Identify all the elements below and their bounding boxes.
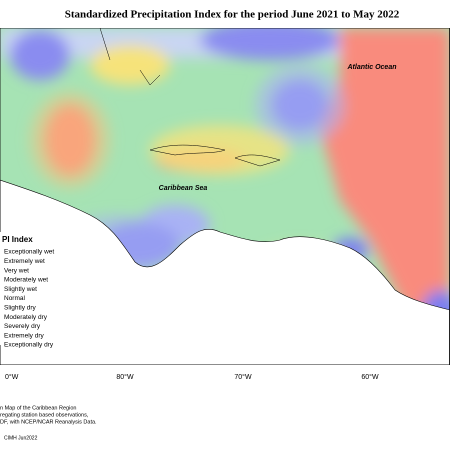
legend-item: Very wet [4, 267, 29, 274]
title: Standardized Precipitation Index for the… [65, 9, 400, 21]
legend-items: Exceptionally wet Extremely wet Very wet Mo… [4, 249, 54, 349]
longitude-label: 0°W [5, 373, 19, 381]
legend-item: Exceptionally dry [4, 342, 54, 349]
legend-item: Moderately wet [4, 277, 48, 284]
hispaniola-outline [234, 154, 281, 167]
legend-item: Extremely wet [4, 258, 45, 265]
footer-line: n Map of the Caribbean Region [0, 405, 76, 411]
field-blobs [0, 28, 450, 365]
footer-line: DF, with NCEP/NCAR Reanalysis Data. [0, 419, 97, 425]
mainland [0, 179, 450, 365]
spi-field [0, 28, 450, 365]
legend-box [0, 232, 90, 345]
longitude-label: 60°W [361, 373, 379, 381]
cuba-outline [149, 144, 226, 156]
legend-item: Slightly wet [4, 286, 37, 293]
longitude-label: 70°W [234, 373, 252, 381]
legend-item: Severely dry [4, 323, 41, 330]
footer-line: regating station based observations, [0, 412, 89, 418]
longitude-labels: 0°W 80°W 70°W 60°W [5, 373, 379, 381]
legend-item: Moderately dry [4, 314, 48, 321]
legend-item: Slightly dry [4, 305, 37, 312]
sea-label: Caribbean Sea [159, 185, 208, 192]
legend-item: Extremely dry [4, 332, 44, 339]
legend-title: PI Index [2, 235, 33, 244]
credit: CIMH Jun2022 [4, 435, 38, 441]
legend-item: Normal [4, 295, 26, 302]
longitude-label: 80°W [116, 373, 134, 381]
ocean-label: Atlantic Ocean [346, 64, 396, 71]
legend-item: Exceptionally wet [4, 249, 54, 256]
coast-outline [99, 28, 161, 86]
